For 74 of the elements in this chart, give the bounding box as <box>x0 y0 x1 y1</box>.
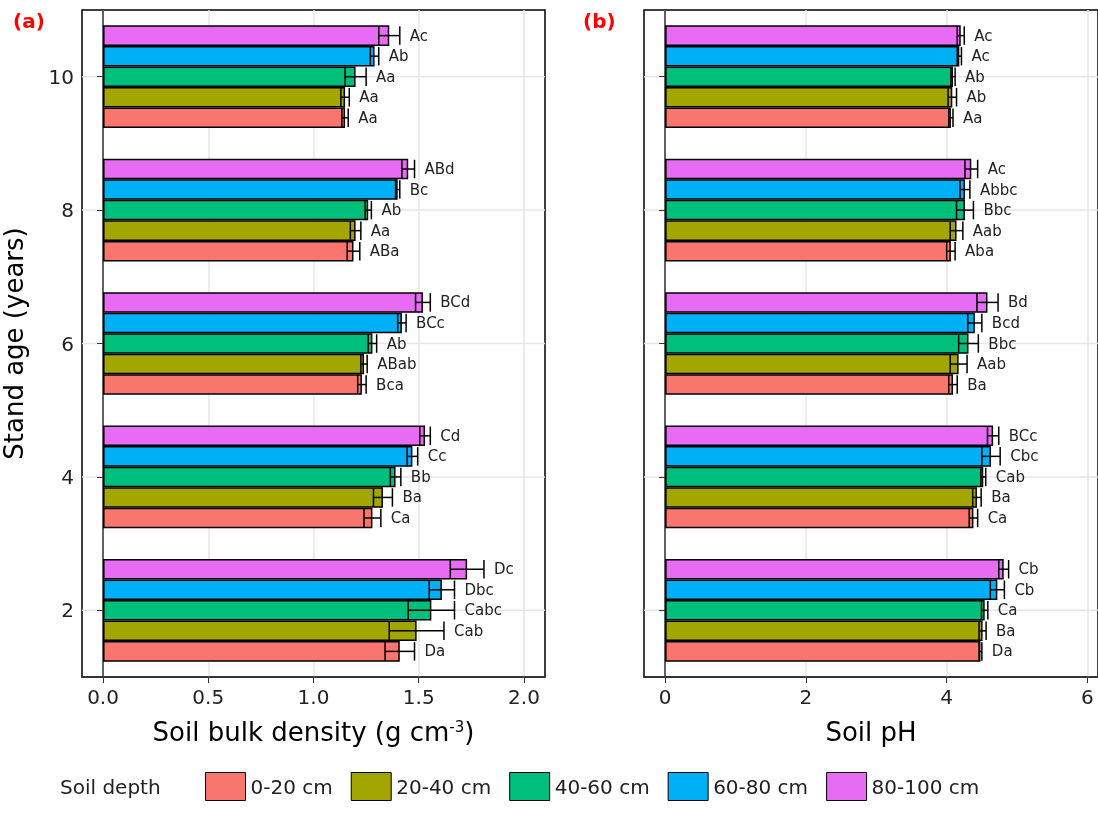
y-tick-label: 8 <box>61 198 74 223</box>
data-label: Dc <box>493 560 514 579</box>
x-tick-label: 2 <box>799 685 813 709</box>
chart-title: (a) <box>13 9 45 33</box>
data-label: Ca <box>987 508 1008 527</box>
data-label: Abbc <box>979 180 1018 199</box>
chart-title: (b) <box>583 9 616 33</box>
data-label: Aba <box>965 242 995 261</box>
data-label: Ab <box>386 334 407 353</box>
data-label: Cbc <box>1010 447 1039 466</box>
legend-label: 60-80 cm <box>713 774 809 799</box>
data-label: Bca <box>376 375 404 394</box>
data-label: Ab <box>388 47 409 66</box>
data-label: ABd <box>424 160 455 179</box>
legend-title: Soil depth <box>60 775 161 799</box>
data-label: Cc <box>427 447 447 466</box>
data-label: Ba <box>996 621 1016 640</box>
data-label: Cb <box>1018 560 1039 579</box>
data-label: BCc <box>1008 426 1038 445</box>
data-label: Aa <box>963 108 983 127</box>
data-label: BCc <box>416 313 445 332</box>
data-label: Dbc <box>464 580 494 599</box>
legend-label: 20-40 cm <box>396 774 492 799</box>
data-label: Ac <box>971 47 990 66</box>
data-label: Aab <box>972 221 1002 240</box>
y-axis-title: Stand age (years) <box>0 227 29 460</box>
x-tick-label: 4 <box>940 685 954 709</box>
data-label: Cabc <box>464 601 502 620</box>
y-tick-label: 6 <box>61 331 74 356</box>
data-label: Bcd <box>991 313 1020 332</box>
data-label: Bc <box>409 180 429 199</box>
data-label: Ab <box>965 67 985 86</box>
data-label: Cab <box>995 467 1025 486</box>
y-tick-label: 10 <box>48 64 74 89</box>
data-label: Bb <box>410 467 431 486</box>
data-label: Aa <box>376 67 396 86</box>
legend-label: 0-20 cm <box>250 774 333 799</box>
y-tick-label: 4 <box>61 464 74 489</box>
data-label: Ac <box>974 26 993 45</box>
data-label: Aab <box>977 355 1007 374</box>
data-label: Ca <box>390 508 411 527</box>
data-label: Bbc <box>983 201 1012 220</box>
data-label: Aa <box>370 221 391 240</box>
data-label: ABa <box>369 242 400 261</box>
data-label: Ca <box>997 601 1018 620</box>
data-label: Ac <box>409 26 429 45</box>
data-label: Bd <box>1008 293 1028 312</box>
data-label: Cd <box>440 426 461 445</box>
data-label: BCd <box>440 293 471 312</box>
data-label: Ab <box>966 88 987 107</box>
data-label: Aa <box>359 88 379 107</box>
legend-label: 80-100 cm <box>871 774 980 799</box>
data-label: Cab <box>453 621 484 640</box>
y-tick-label: 2 <box>61 598 74 623</box>
x-tick-label: 0.5 <box>192 685 225 709</box>
x-tick-label: 0 <box>658 685 672 709</box>
data-label: Cb <box>1014 580 1035 599</box>
data-label: Ba <box>402 488 422 507</box>
x-tick-label: 1.5 <box>402 685 435 709</box>
data-label: Ac <box>987 160 1006 179</box>
x-tick-label: 1.0 <box>297 685 330 709</box>
data-label: Aa <box>358 108 378 127</box>
x-axis-title: Soil pH <box>825 717 917 747</box>
data-label: Da <box>991 642 1013 661</box>
x-tick-label: 6 <box>1081 685 1094 709</box>
data-label: Ba <box>967 375 987 394</box>
legend-label: 40-60 cm <box>554 774 650 799</box>
data-label: Bbc <box>988 334 1017 353</box>
x-tick-label: 2.0 <box>508 685 540 709</box>
data-label: Da <box>424 642 446 661</box>
data-label: Ba <box>991 488 1011 507</box>
data-label: Ab <box>381 201 402 220</box>
x-tick-label: 0.0 <box>87 685 119 709</box>
data-label: ABab <box>377 355 417 374</box>
